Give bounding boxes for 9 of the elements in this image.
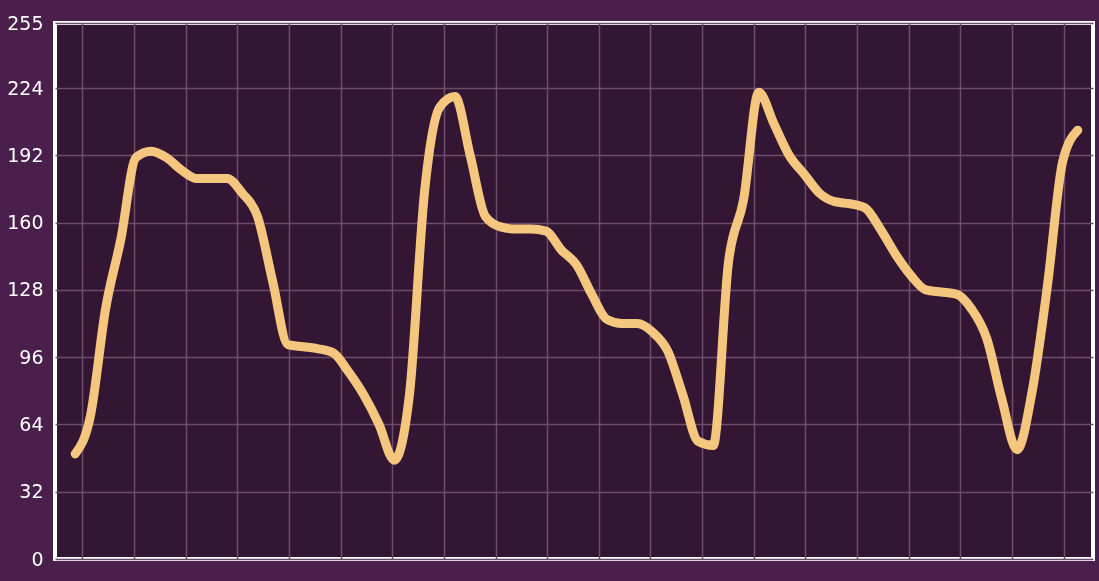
y-tick-label: 64 — [19, 412, 44, 435]
y-tick-label: 128 — [7, 278, 44, 301]
y-tick-label: 255 — [7, 11, 44, 34]
y-tick-label: 192 — [7, 143, 44, 166]
y-tick-label: 96 — [19, 345, 44, 368]
y-tick-label: 32 — [19, 480, 44, 503]
y-tick-label: 224 — [7, 76, 44, 99]
y-tick-label: 160 — [7, 211, 44, 234]
y-tick-label: 0 — [31, 547, 44, 570]
